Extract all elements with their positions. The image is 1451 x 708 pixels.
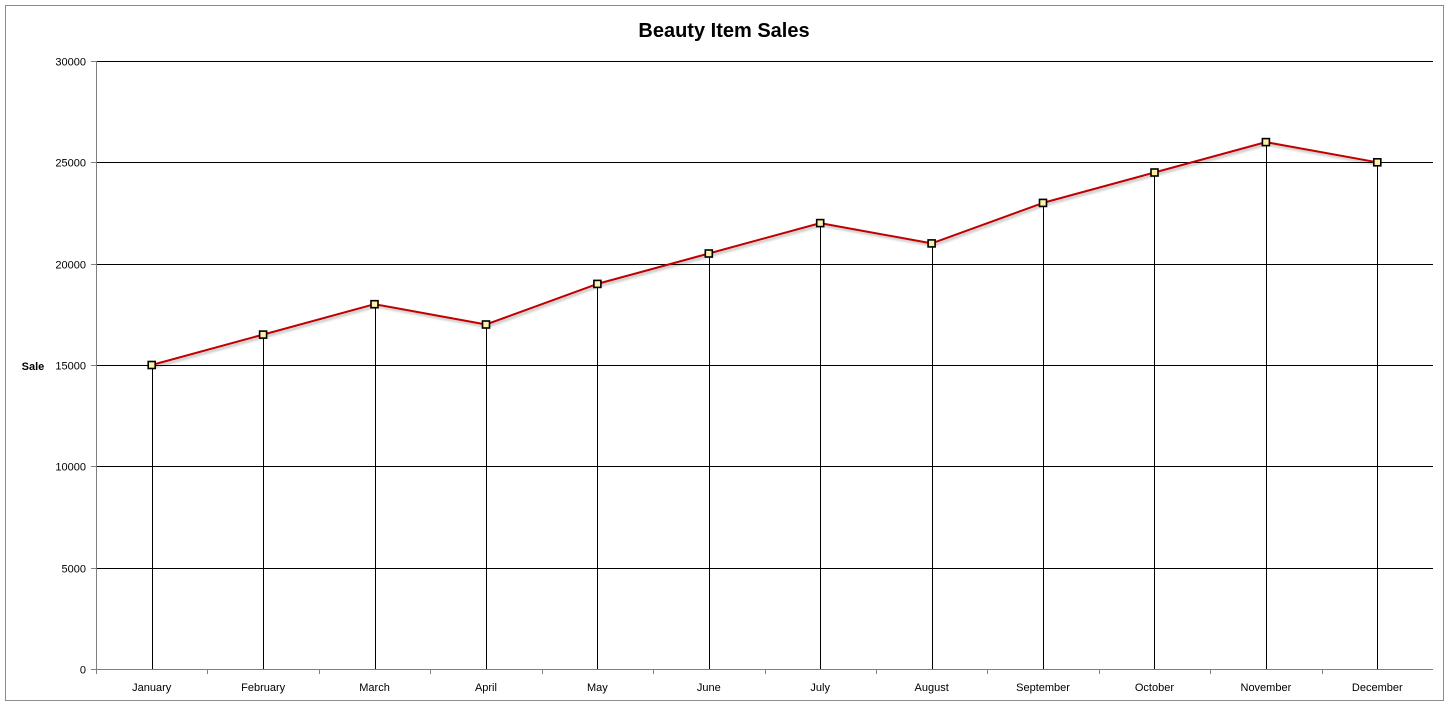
chart-frame: [5, 5, 1444, 701]
x-tick-label: October: [1135, 682, 1174, 694]
data-point-marker: [481, 320, 491, 329]
data-point-marker: [1150, 168, 1159, 177]
x-tick-label: February: [241, 682, 286, 694]
x-tick-label: December: [1352, 682, 1403, 694]
y-tick-label: 15000: [55, 361, 86, 373]
gridlines: [96, 61, 1433, 569]
data-point-marker: [704, 249, 714, 258]
x-tick-label: August: [915, 682, 949, 694]
x-tick-labels: January February March April May June July Augu…: [132, 682, 1403, 694]
y-axis-title: Sale: [22, 361, 45, 373]
data-point-marker: [815, 218, 825, 228]
y-tick-label: 5000: [62, 564, 86, 576]
x-tick-label: May: [587, 682, 608, 694]
data-point-marker: [147, 360, 156, 370]
data-point-marker: [370, 299, 379, 309]
axes: [91, 61, 1433, 674]
x-tick-label: June: [697, 682, 721, 694]
series-line-path: [151, 141, 1378, 366]
y-tick-labels: 0 5000 10000 15000 20000 25000 30000: [55, 57, 86, 677]
y-tick-label: 25000: [55, 158, 86, 170]
chart-title: Beauty Item Sales: [638, 20, 809, 42]
x-tick-label: July: [810, 682, 830, 694]
data-point-marker: [1373, 158, 1382, 167]
x-tick-label: November: [1241, 682, 1292, 694]
x-tick-label: April: [475, 682, 497, 694]
data-point-marker: [1261, 137, 1271, 147]
data-point-marker: [258, 330, 268, 339]
y-tick-label: 30000: [55, 57, 86, 69]
series-markers: [147, 137, 1382, 370]
y-tick-label: 0: [80, 665, 86, 677]
data-point-marker: [1038, 198, 1048, 208]
y-tick-label: 20000: [55, 260, 86, 272]
data-point-marker: [927, 239, 936, 248]
y-tick-label: 10000: [55, 462, 86, 474]
data-point-marker: [593, 279, 602, 289]
series-line: [151, 141, 1378, 366]
drop-lines: [152, 142, 1378, 669]
x-tick-label: March: [359, 682, 390, 694]
x-tick-label: September: [1016, 682, 1070, 694]
x-tick-label: January: [132, 682, 172, 694]
